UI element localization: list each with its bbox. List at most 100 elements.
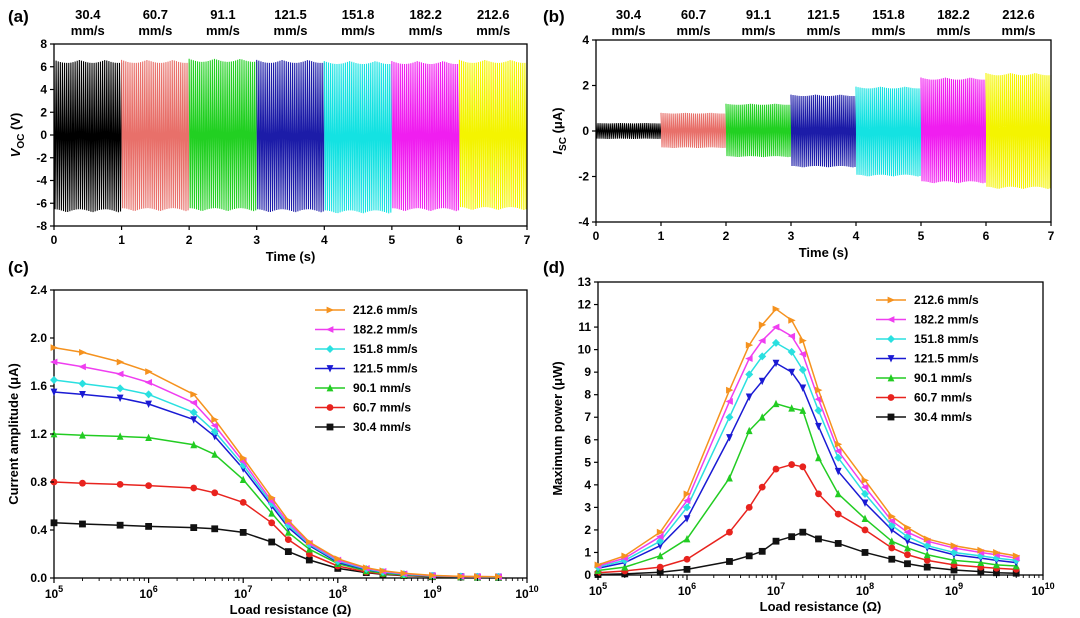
data-point (815, 490, 822, 498)
legend-entry: 30.4 mm/s (353, 420, 411, 434)
series-4 (594, 399, 1020, 574)
x-tick-label: 6 (983, 229, 990, 243)
panel-label: (a) (8, 7, 29, 26)
data-point (429, 571, 437, 579)
y-tick-label: 12 (578, 298, 592, 312)
legend-marker (887, 335, 895, 343)
y-axis-title: Maximum power (μW) (550, 361, 565, 495)
data-point (211, 450, 219, 458)
data-point (50, 519, 58, 527)
data-point (834, 467, 842, 476)
y-tick-label: 2.0 (30, 331, 47, 345)
signal-segment-2 (725, 103, 792, 158)
data-point (772, 323, 780, 331)
legend-marker (326, 404, 334, 411)
legend-marker (326, 326, 334, 333)
data-point (772, 465, 780, 473)
data-point (683, 490, 691, 498)
data-point (904, 551, 911, 559)
panel-frame (597, 281, 1044, 576)
data-point (799, 406, 807, 414)
data-point (814, 406, 823, 415)
data-point (145, 482, 153, 489)
x-tick-label: 2 (723, 229, 730, 243)
data-point (189, 399, 198, 407)
data-point (211, 525, 219, 533)
speed-label-unit: mm/s (742, 23, 776, 38)
data-point (923, 563, 931, 571)
data-point (239, 529, 247, 536)
panel-label: (c) (8, 258, 29, 277)
data-point (788, 533, 796, 541)
y-tick-label: 11 (578, 320, 591, 334)
data-point (1012, 569, 1020, 577)
x-tick-label-exp: 5 (58, 584, 63, 594)
data-point (861, 489, 869, 498)
data-point (210, 422, 219, 429)
x-tick-label: 6 (456, 233, 463, 247)
x-tick-label: 0 (51, 233, 58, 247)
data-point (745, 341, 754, 349)
y-tick-label: 2.4 (30, 283, 47, 297)
data-point (683, 503, 691, 512)
data-point (683, 497, 691, 505)
data-point (495, 573, 503, 581)
x-tick-label-exp: 6 (691, 581, 696, 591)
data-point (334, 555, 342, 563)
x-tick-label: 7 (524, 233, 531, 247)
data-point (683, 534, 691, 543)
y-tick-label: 3 (584, 500, 591, 514)
data-point (834, 489, 842, 498)
data-point (116, 481, 124, 488)
data-point (726, 386, 734, 394)
x-axis-title: Time (s) (266, 249, 316, 264)
data-point (950, 556, 958, 564)
series-5 (50, 478, 502, 581)
data-point (788, 461, 796, 468)
x-tick-label-base: 10 (423, 587, 437, 601)
signal-segment-2 (188, 58, 258, 212)
x-tick-label: 1010 (515, 584, 538, 601)
series-line (597, 531, 1017, 576)
data-point (211, 416, 219, 423)
data-point (726, 434, 733, 442)
y-tick-label: 0 (582, 124, 589, 138)
data-point (656, 551, 664, 560)
y-axis-title-unit: (μA) (550, 107, 565, 137)
data-point (79, 431, 86, 439)
data-point (861, 526, 869, 534)
x-tick-label: 108 (856, 581, 874, 598)
data-point (758, 352, 767, 361)
x-tick-label: 7 (1048, 229, 1055, 243)
x-tick-label: 107 (234, 584, 252, 601)
data-point (305, 538, 314, 546)
data-point (758, 337, 766, 344)
series-1 (50, 358, 502, 581)
legend-marker (326, 365, 334, 373)
x-tick-label-exp: 10 (1045, 581, 1055, 591)
y-tick-label: 6 (40, 60, 47, 74)
signal-segment-0 (53, 59, 123, 213)
series-line (53, 522, 499, 579)
data-point (977, 558, 985, 567)
y-tick-label: -2 (36, 151, 47, 165)
x-tick-label-base: 10 (767, 584, 781, 598)
signal-segment-6 (458, 59, 528, 210)
series-line (53, 346, 499, 578)
data-point (799, 337, 807, 344)
speed-label-unit: mm/s (274, 23, 308, 38)
y-tick-label: 1.2 (30, 427, 47, 441)
data-point (977, 568, 985, 576)
data-point (190, 391, 198, 398)
signal-segment-4 (855, 86, 922, 177)
data-point (725, 413, 734, 422)
data-point (145, 400, 152, 408)
x-tick-label-base: 10 (234, 587, 248, 601)
signal-segment-1 (121, 59, 190, 212)
y-axis-title-main: I (550, 151, 565, 155)
data-point (815, 453, 822, 462)
x-tick-label-exp: 8 (342, 584, 347, 594)
signal-segment-4 (323, 61, 393, 214)
data-point (772, 359, 780, 368)
data-point (656, 528, 665, 536)
